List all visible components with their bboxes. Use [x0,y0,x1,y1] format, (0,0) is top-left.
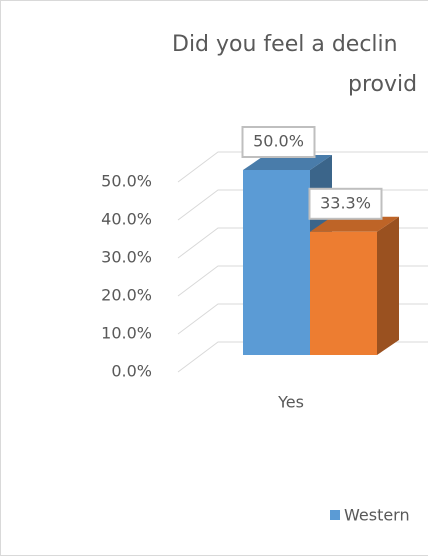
grid-line [177,151,428,183]
y-tick-label: 30.0% [101,248,152,267]
bar [310,231,377,355]
data-label: 50.0% [253,132,304,151]
bar [243,170,310,355]
data-label-box [241,126,316,158]
bar-top [243,155,332,170]
data-label: 33.3% [320,193,371,212]
bar-top [310,216,399,232]
data-label-box [308,187,383,220]
chart-title: provid [348,72,417,97]
y-tick-label: 50.0% [101,172,152,191]
y-tick-label: 40.0% [101,210,152,229]
y-tick-label: 0.0% [111,362,152,381]
legend-swatch [330,510,340,520]
legend-label: Western [344,506,410,525]
x-tick-label: Yes [277,393,304,412]
y-tick-label: 10.0% [101,324,152,343]
bar-side [377,216,399,355]
chart-title: Did you feel a declin [172,32,398,57]
y-tick-label: 20.0% [101,286,152,305]
